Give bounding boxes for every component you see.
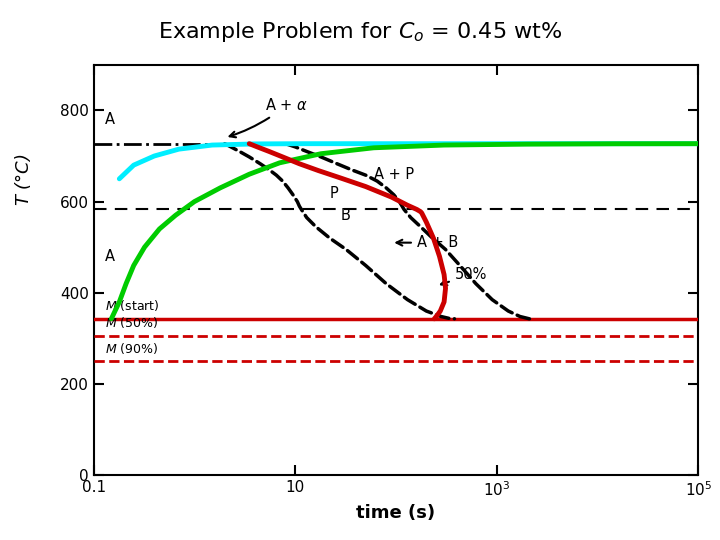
Text: 50%: 50% (441, 267, 487, 285)
Text: $M$ (start): $M$ (start) (105, 298, 160, 313)
Text: A: A (105, 112, 115, 127)
Text: A: A (105, 249, 115, 264)
Text: $M$ (90%): $M$ (90%) (105, 341, 158, 356)
Y-axis label: $T$ (°C): $T$ (°C) (13, 153, 33, 206)
Text: B: B (341, 208, 350, 223)
Text: Example Problem for $C_o$ = 0.45 wt%: Example Problem for $C_o$ = 0.45 wt% (158, 21, 562, 44)
Text: A + B: A + B (397, 235, 458, 250)
X-axis label: time (s): time (s) (356, 504, 436, 522)
Text: A + $\alpha$: A + $\alpha$ (230, 97, 308, 137)
Text: $M$ (50%): $M$ (50%) (105, 315, 158, 330)
Text: A + P: A + P (374, 167, 414, 182)
Text: P: P (330, 186, 338, 201)
